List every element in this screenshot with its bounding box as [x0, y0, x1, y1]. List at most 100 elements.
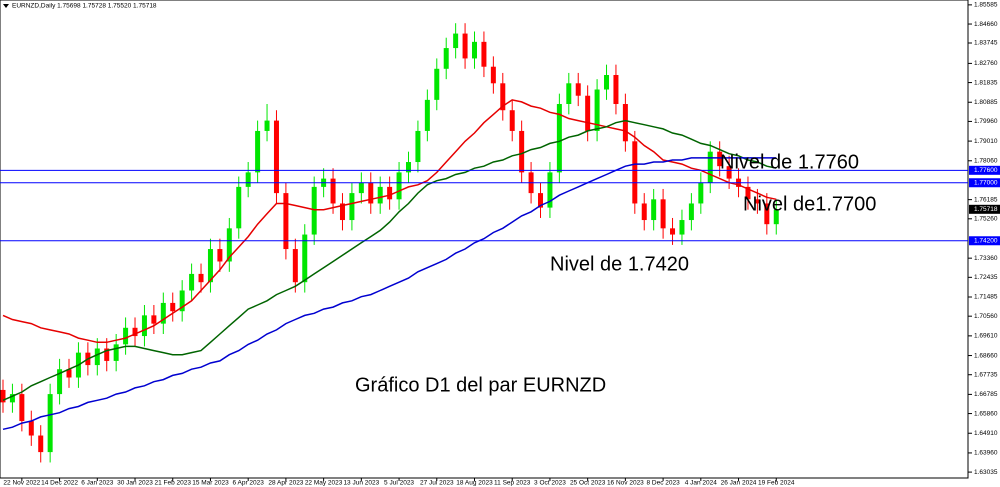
candle-body [773, 209, 779, 225]
x-tick-label: 30 Jan 2023 [117, 480, 153, 487]
y-tick-label: 1.75260 [974, 216, 998, 223]
x-tick-label: 21 Feb 2023 [154, 480, 191, 487]
candle-body [236, 186, 242, 229]
annotation: Nivel de1.7700 [743, 193, 876, 215]
candle-body [453, 33, 459, 49]
candle-body [151, 315, 157, 324]
x-tick-label: 18 Aug 2023 [456, 480, 493, 487]
last-price-label: 1.75718 [974, 206, 998, 213]
y-tick-label: 1.82760 [974, 60, 998, 67]
x-tick-label: 13 Jun 2023 [343, 480, 379, 487]
x-tick-label: 28 Apr 2023 [268, 480, 303, 487]
candle-body [207, 249, 213, 283]
x-tick-label: 27 Jul 2023 [420, 480, 454, 487]
x-tick-label: 14 Dec 2022 [41, 480, 78, 487]
candle-body [141, 315, 147, 337]
candle-body [556, 104, 562, 173]
moving-average [2, 99, 777, 344]
x-tick-label: 6 Apr 2023 [232, 480, 264, 487]
y-tick-label: 1.67735 [974, 371, 998, 378]
moving-average [2, 157, 777, 431]
annotation: Nivel de 1.7420 [550, 253, 689, 275]
y-tick-label: 1.65860 [974, 410, 998, 417]
candle-body [594, 89, 600, 131]
y-tick-label: 1.70560 [974, 313, 998, 320]
candle-body [519, 130, 525, 173]
candle-body [273, 120, 279, 194]
candle-body [28, 421, 34, 436]
y-tick-label: 1.64910 [974, 430, 998, 437]
y-tick-label: 1.71485 [974, 294, 998, 301]
y-tick-label: 1.84660 [974, 21, 998, 28]
candle-body [179, 290, 185, 312]
level-label-box [969, 236, 1000, 246]
candle-body [764, 203, 770, 225]
annotation: Gráfico D1 del par EURNZD [355, 374, 606, 396]
candle-body [575, 83, 581, 96]
candle-body [226, 228, 232, 262]
candle-body [472, 41, 477, 59]
last-price-box [969, 204, 1000, 214]
candle-body [217, 249, 223, 262]
candle-body [104, 348, 110, 361]
y-tick-label: 1.79960 [974, 118, 998, 125]
candle-body [160, 302, 166, 324]
candle-body [434, 68, 440, 100]
candle-body [424, 99, 430, 131]
candle-body [113, 344, 119, 361]
y-tick-label: 1.72435 [974, 274, 998, 281]
candle-body [57, 369, 63, 395]
x-tick-label: 26 Jan 2024 [721, 480, 757, 487]
candle-body [292, 249, 298, 283]
candle-body [651, 199, 657, 221]
candle-body [245, 172, 251, 187]
candle-body [443, 48, 449, 69]
candle-body [339, 203, 345, 221]
candle-body [670, 228, 676, 235]
candle-body [415, 130, 421, 163]
header-icon [3, 4, 9, 8]
candle-body [377, 186, 383, 204]
annotation: Nivel de 1.7760 [720, 151, 859, 173]
candle-body [538, 193, 544, 208]
level-label: 1.77600 [974, 167, 998, 174]
level-label: 1.74200 [974, 237, 998, 244]
y-tick-label: 1.73360 [974, 255, 998, 262]
candle-body [698, 182, 704, 204]
y-tick-label: 1.76185 [974, 196, 998, 203]
candle-body [462, 33, 468, 59]
level-label-box [969, 178, 1000, 188]
x-tick-label: 6 Jan 2023 [81, 480, 114, 487]
candle-body [349, 193, 355, 221]
x-tick-label: 3 Oct 2023 [534, 480, 566, 487]
candle-body [0, 389, 6, 403]
candle-body [622, 104, 628, 142]
candle-body [47, 394, 53, 453]
candle-body [566, 83, 572, 105]
candle-body [170, 302, 176, 312]
candle-body [302, 234, 308, 283]
y-tick-label: 1.78060 [974, 158, 998, 165]
candle-body [481, 41, 487, 67]
moving-average [2, 119, 777, 401]
candle-body [189, 273, 195, 291]
candle-body [19, 394, 25, 422]
candle-body [632, 141, 638, 204]
candle-body [94, 348, 100, 366]
x-tick-label: 8 Dec 2023 [646, 480, 680, 487]
x-tick-label: 22 May 2023 [305, 480, 343, 487]
level-label-box [969, 165, 1000, 175]
candle-body [38, 435, 44, 453]
candle-body [396, 172, 402, 200]
level-label: 1.77000 [974, 179, 998, 186]
candle-body [405, 162, 411, 173]
x-tick-label: 5 Jul 2023 [384, 480, 414, 487]
y-tick-label: 1.80885 [974, 99, 998, 106]
candle-body [707, 151, 713, 183]
x-tick-label: 11 Sep 2023 [494, 480, 531, 487]
candle-body [688, 203, 694, 221]
candle-body [264, 120, 270, 131]
candle-body [660, 199, 666, 229]
marks [0, 23, 779, 463]
